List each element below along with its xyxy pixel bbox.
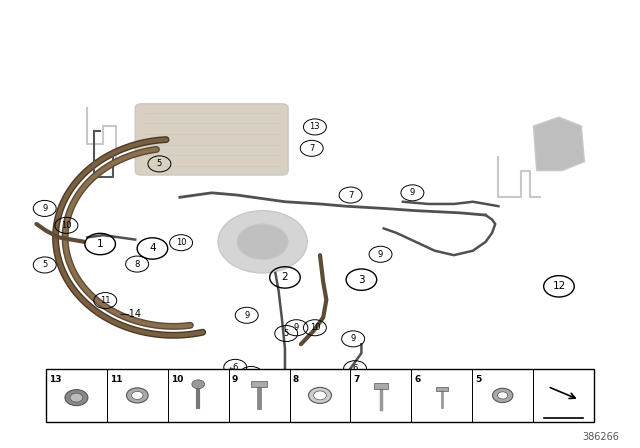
Text: 7: 7	[309, 144, 314, 153]
Text: 8: 8	[298, 389, 303, 398]
Text: 9: 9	[232, 375, 238, 384]
Bar	[252, 381, 267, 387]
Text: 13: 13	[49, 375, 61, 384]
Text: 5: 5	[157, 159, 162, 168]
Text: 386266: 386266	[582, 432, 620, 442]
Bar	[374, 383, 388, 389]
Text: 6: 6	[353, 364, 358, 373]
Text: 5: 5	[284, 329, 289, 338]
Text: 9: 9	[351, 334, 356, 343]
Circle shape	[192, 380, 205, 389]
Text: 7: 7	[348, 190, 353, 199]
Text: —14: —14	[119, 309, 141, 319]
Circle shape	[314, 391, 326, 400]
Text: 13: 13	[310, 122, 320, 131]
Text: 9: 9	[42, 204, 47, 213]
Polygon shape	[534, 117, 584, 171]
Text: 8: 8	[134, 259, 140, 268]
Circle shape	[308, 388, 332, 404]
Text: 2: 2	[282, 272, 288, 282]
Text: 10: 10	[61, 221, 72, 230]
Text: 6: 6	[232, 363, 238, 372]
Circle shape	[132, 392, 143, 400]
Text: 9: 9	[294, 323, 299, 332]
Text: 6: 6	[289, 384, 294, 393]
Text: 1: 1	[97, 239, 104, 249]
Circle shape	[70, 393, 83, 402]
Text: 12: 12	[552, 281, 566, 291]
Circle shape	[127, 388, 148, 403]
Circle shape	[218, 211, 307, 273]
Text: 3: 3	[358, 275, 365, 284]
Text: 11: 11	[100, 296, 111, 305]
Text: 5: 5	[42, 260, 47, 269]
Text: 5: 5	[476, 375, 482, 384]
Bar	[436, 387, 447, 391]
Circle shape	[497, 392, 508, 399]
Text: 7: 7	[354, 375, 360, 384]
FancyBboxPatch shape	[135, 104, 288, 175]
Text: 8: 8	[292, 375, 299, 384]
Circle shape	[65, 390, 88, 405]
Text: 11: 11	[110, 375, 123, 384]
Text: 9: 9	[410, 188, 415, 197]
Bar	[46, 369, 594, 422]
Circle shape	[237, 224, 288, 260]
Text: 4: 4	[149, 243, 156, 254]
Text: 10: 10	[171, 375, 183, 384]
Text: 9: 9	[244, 311, 250, 320]
Circle shape	[492, 388, 513, 403]
Text: 10: 10	[176, 238, 186, 247]
Text: 6: 6	[415, 375, 420, 384]
Text: 10: 10	[310, 323, 320, 332]
Text: 9: 9	[378, 250, 383, 259]
Text: 8: 8	[248, 370, 254, 379]
